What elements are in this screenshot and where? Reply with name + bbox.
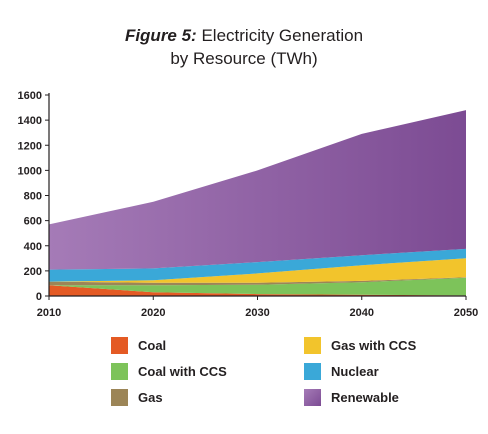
y-tick-label: 800	[24, 191, 42, 203]
x-axis-ticks: 2010 2020 2030 2040 2050	[37, 296, 478, 319]
x-tick-label: 2040	[350, 307, 374, 319]
chart-title-line2: by Resource (TWh)	[170, 49, 318, 68]
chart-title-rest: Electricity Generation	[201, 26, 364, 45]
area-coal-with-ccs	[49, 277, 466, 296]
area-nuclear	[49, 248, 466, 282]
y-tick-label: 400	[24, 241, 42, 253]
chart-title: Figure 5: Electricity Generation by Reso…	[0, 24, 488, 70]
area-gas-with-ccs	[49, 258, 466, 283]
y-tick-label: 1600	[18, 90, 42, 102]
x-tick-label: 2010	[37, 307, 61, 319]
y-tick-label: 600	[24, 216, 42, 228]
area-gas	[49, 277, 466, 286]
y-axis-ticks: 0 200 400 600 800 1000 1200 1400 1600	[18, 90, 49, 303]
area-renewable	[49, 110, 466, 270]
y-tick-label: 1200	[18, 140, 42, 152]
area-coal	[49, 285, 466, 296]
x-tick-label: 2020	[141, 307, 165, 319]
area-layers	[49, 110, 466, 296]
y-tick-label: 200	[24, 266, 42, 278]
y-tick-label: 0	[36, 291, 42, 303]
x-tick-label: 2030	[245, 307, 269, 319]
y-tick-label: 1400	[18, 115, 42, 127]
y-tick-label: 1000	[18, 165, 42, 177]
x-tick-label: 2050	[454, 307, 478, 319]
chart-title-lead: Figure 5:	[124, 26, 197, 45]
